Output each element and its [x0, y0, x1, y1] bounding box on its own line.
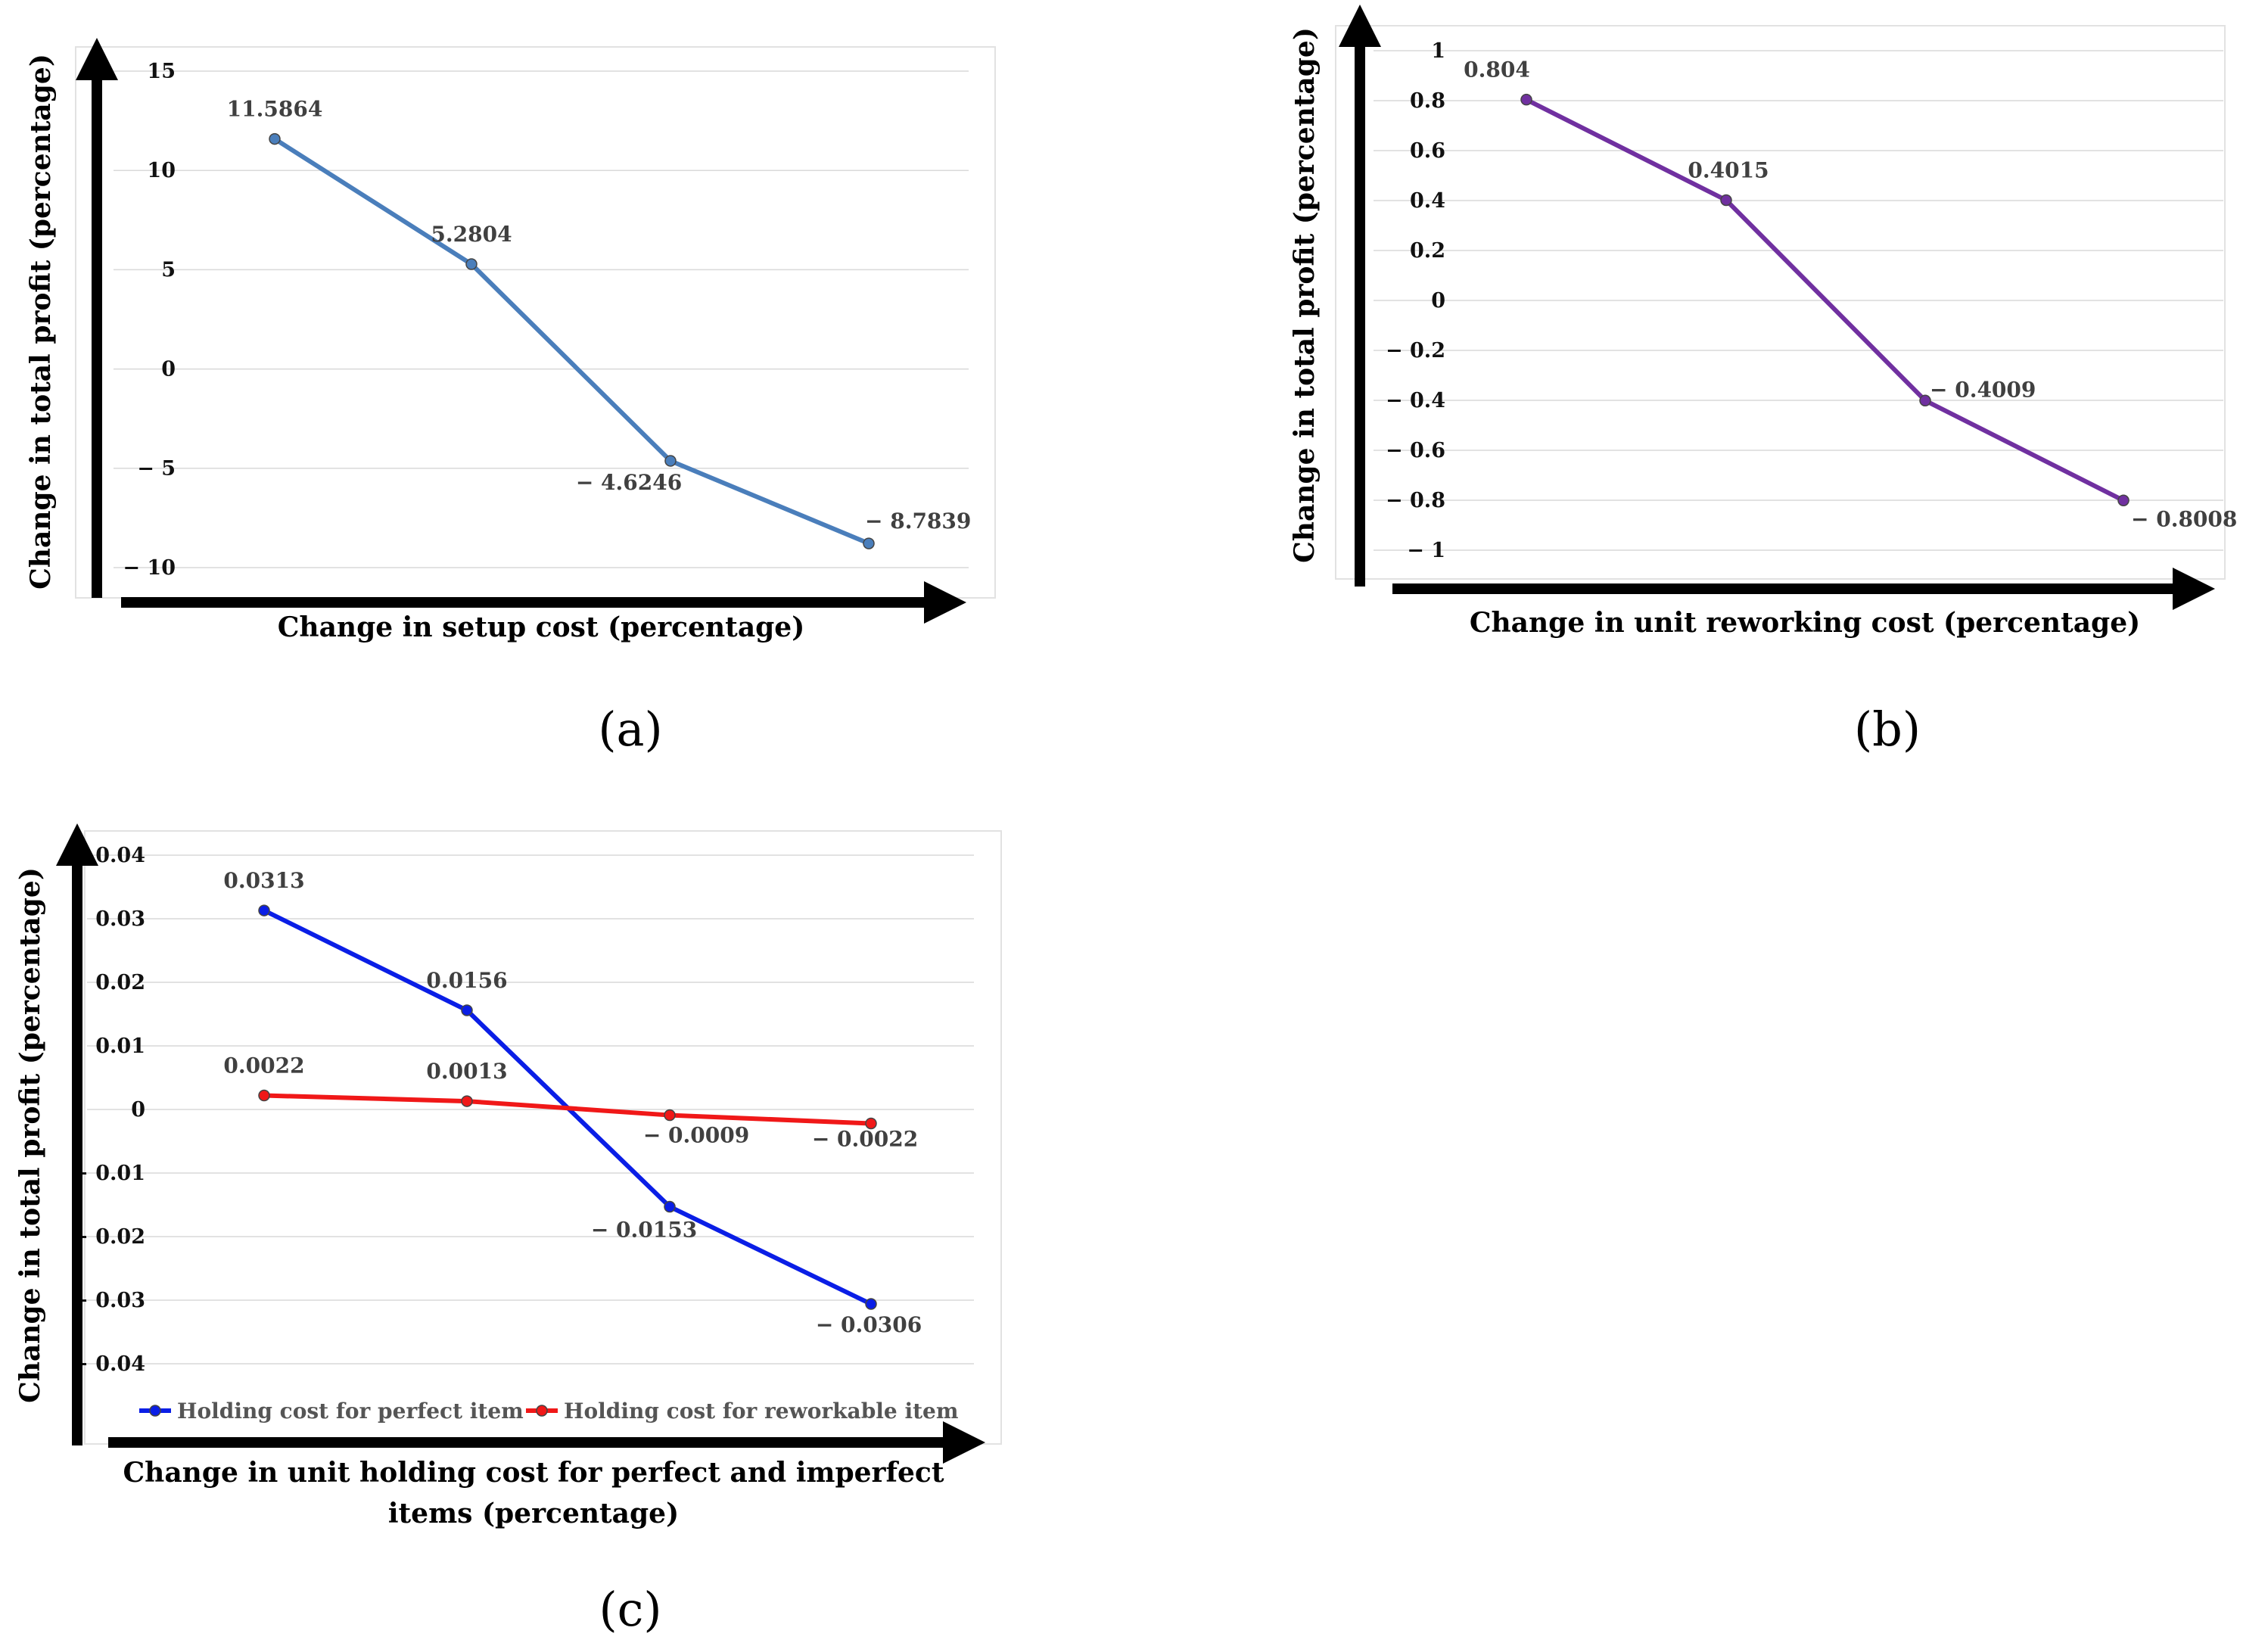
chart-a-data-label: 5.2804: [431, 222, 512, 247]
chart-b-data-label: 0.4015: [1688, 158, 1769, 183]
chart-a-data-point: [863, 537, 875, 549]
chart-c-ytick-label: 0: [131, 1098, 145, 1122]
chart-a-data-label: 11.5864: [227, 97, 323, 122]
chart-b-ytick-label: 0.8: [1410, 89, 1445, 113]
chart-c-legend-marker-1: [149, 1405, 161, 1417]
chart-c-data-label: 0.0313: [223, 868, 304, 893]
chart-a-ytick-label: 0: [161, 358, 176, 381]
chart-a-panel-label: (a): [598, 702, 662, 757]
chart-b-xlabel: Change in unit reworking cost (percentag…: [1470, 607, 2140, 639]
chart-a-data-point: [664, 455, 677, 467]
chart-a-ytick-label: 5: [161, 258, 176, 282]
chart-b-data-point: [1520, 93, 1532, 106]
chart-b-ytick-label: − 0.8: [1386, 489, 1445, 512]
chart-c-data-label: 0.0156: [426, 968, 507, 993]
chart-c-data-point: [664, 1109, 676, 1122]
chart-a-ytick-label: − 10: [123, 556, 176, 580]
chart-b-panel-label: (b): [1854, 702, 1921, 757]
chart-c-data-point: [258, 1089, 270, 1102]
chart-b-data-label: − 0.8008: [2131, 506, 2237, 531]
chart-c-legend-label-1: Holding cost for perfect item: [177, 1399, 524, 1424]
chart-c-xlabel-line2: items (percentage): [388, 1498, 679, 1529]
chart-c-data-label: − 0.0009: [643, 1123, 749, 1148]
chart-c-data-point: [865, 1298, 877, 1310]
chart-b-ytick-label: 1: [1431, 39, 1445, 63]
chart-a-series-line-1: [273, 137, 870, 546]
chart-b-ytick-label: 0.6: [1410, 139, 1445, 163]
chart-c-data-point: [461, 1095, 473, 1107]
chart-b-ytick-label: 0: [1431, 289, 1445, 313]
chart-a-ytick-label: 10: [147, 159, 176, 182]
chart-c: 0.04 0.03 0.02 0.01 0 − 0.01 − 0.02 − 0.03 − 0.0…: [14, 823, 1002, 1637]
chart-c-ylabel: Change in total profit (percentage): [14, 867, 46, 1403]
chart-c-data-label: − 0.0022: [812, 1126, 918, 1151]
chart-c-panel-label: (c): [599, 1582, 661, 1637]
chart-c-ytick-label: 0.01: [95, 1035, 145, 1058]
chart-c-data-label: 0.0013: [426, 1059, 507, 1084]
chart-b-plot-area: 1 0.8 0.6 0.4 0.2 0 − 0.2 − 0.4 − 0.6 − 0.8 − 1 0.8…: [1335, 5, 2237, 610]
chart-b-plot-frame: [1335, 25, 2226, 580]
chart-c-data-label: − 0.0153: [591, 1218, 697, 1243]
chart-b-ytick-label: 0.4: [1410, 189, 1445, 213]
chart-a-data-point: [465, 258, 478, 270]
chart-a-data-point: [269, 132, 281, 145]
chart-b-series-line-1: [1525, 98, 2125, 503]
chart-c-ytick-label: 0.02: [95, 971, 145, 994]
chart-a-ytick-label: − 5: [137, 457, 176, 481]
chart-c-ytick-label: − 0.03: [71, 1289, 145, 1312]
chart-a-data-label: − 4.6246: [576, 470, 682, 495]
chart-c-data-point: [664, 1200, 676, 1213]
chart-a-xlabel: Change in setup cost (percentage): [278, 611, 805, 643]
chart-b-ytick-label: 0.2: [1410, 239, 1445, 263]
chart-b: 1 0.8 0.6 0.4 0.2 0 − 0.2 − 0.4 − 0.6 − 0.8 − 1 0.8…: [1289, 5, 2237, 757]
chart-c-series-line-2: [263, 1093, 872, 1126]
chart-b-ytick-label: − 0.2: [1386, 339, 1445, 363]
chart-b-data-point: [1919, 394, 1931, 407]
chart-c-plot-area: 0.04 0.03 0.02 0.01 0 − 0.01 − 0.02 − 0.03 − 0.0…: [56, 823, 1002, 1464]
chart-b-ytick-label: − 0.4: [1386, 389, 1445, 412]
chart-b-ytick-label: − 0.6: [1386, 439, 1445, 462]
chart-a-ytick-label: 15: [147, 60, 176, 83]
chart-c-data-point: [258, 904, 270, 916]
chart-b-data-point: [2117, 494, 2130, 507]
chart-c-ytick-label: 0.03: [95, 907, 145, 931]
chart-c-data-label: − 0.0306: [816, 1312, 922, 1337]
chart-b-data-label: − 0.4009: [1930, 377, 2036, 402]
chart-c-legend-marker-2: [536, 1405, 548, 1417]
chart-c-ytick-label: − 0.04: [71, 1352, 145, 1376]
chart-b-data-label: 0.804: [1464, 58, 1530, 82]
chart-c-xlabel: Change in unit holding cost for perfect …: [123, 1457, 944, 1489]
chart-c-ytick-label: − 0.01: [71, 1162, 145, 1185]
chart-a-data-label: − 8.7839: [865, 509, 971, 534]
chart-a-ylabel: Change in total profit (percentage): [25, 54, 57, 590]
chart-b-ytick-label: − 1: [1407, 539, 1445, 562]
chart-a-plot-frame: [75, 46, 996, 599]
chart-a: 15 10 5 0 − 5 − 10 11.5864 5.2804 − 4.6246 − 8.78…: [25, 38, 996, 757]
chart-c-data-point: [865, 1117, 877, 1130]
chart-a-plot-area: 15 10 5 0 − 5 − 10 11.5864 5.2804 − 4.6246 − 8.78…: [75, 38, 996, 624]
chart-c-data-label: 0.0022: [223, 1053, 304, 1078]
chart-b-data-point: [1720, 194, 1732, 207]
chart-c-ytick-label: − 0.02: [71, 1225, 145, 1249]
chart-c-data-point: [461, 1004, 473, 1016]
chart-c-legend-label-2: Holding cost for reworkable item: [564, 1399, 959, 1424]
chart-c-ytick-label: 0.04: [95, 844, 145, 867]
chart-b-ylabel: Change in total profit (percentage): [1289, 27, 1321, 563]
